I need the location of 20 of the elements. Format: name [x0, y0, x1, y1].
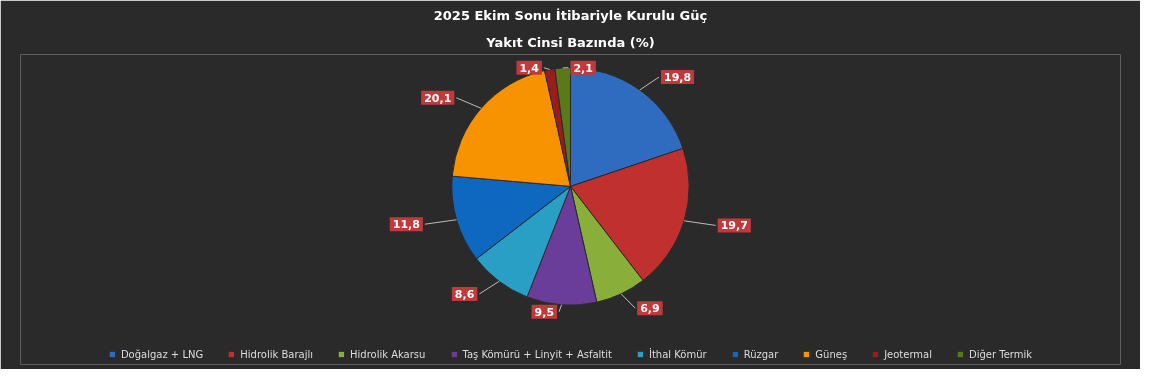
- legend-label: İthal Kömür: [648, 348, 707, 360]
- chart-subtitle: Yakıt Cinsi Bazında (%): [485, 34, 655, 50]
- legend-label: Taş Kömürü + Linyit + Asfaltit: [462, 348, 612, 360]
- data-label: 19,8: [663, 71, 692, 85]
- chart-title: 2025 Ekim Sonu İtibariyle Kurulu Güç: [433, 7, 708, 23]
- data-label: 9,5: [534, 305, 555, 319]
- data-label: 6,9: [640, 302, 660, 316]
- legend-label: Hidrolik Akarsu: [349, 348, 426, 360]
- data-label: 2,1: [573, 61, 593, 75]
- legend-label: Jeotermal: [884, 348, 933, 360]
- legend-label: Hidrolik Barajlı: [240, 348, 313, 360]
- data-label: 19,7: [720, 219, 748, 233]
- data-label: 11,8: [392, 218, 420, 232]
- legend-label: Doğalgaz + LNG: [120, 348, 204, 360]
- legend-label: Güneş: [815, 348, 848, 360]
- legend-label: Diğer Termik: [969, 348, 1033, 360]
- legend-label: Rüzgar: [743, 348, 779, 360]
- data-label: 20,1: [424, 91, 452, 105]
- data-label: 8,6: [454, 287, 475, 301]
- data-label: 1,4: [519, 61, 540, 75]
